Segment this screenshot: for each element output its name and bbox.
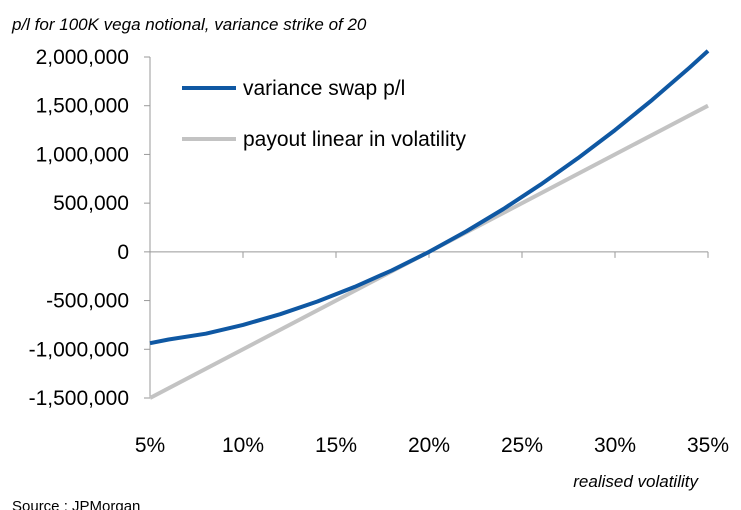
x-tick-label: 15% — [315, 434, 357, 457]
series-lines — [149, 49, 710, 400]
x-axis-label: realised volatility — [573, 472, 699, 491]
x-tick-label: 30% — [594, 434, 636, 457]
legend-label: payout linear in volatility — [243, 128, 466, 151]
x-tick-label: 10% — [222, 434, 264, 457]
y-tick-label: 0 — [117, 241, 129, 264]
x-tick-label: 20% — [408, 434, 450, 457]
x-tick-label: 5% — [135, 434, 165, 457]
y-tick-label: -500,000 — [46, 290, 129, 313]
legend: variance swap p/l payout linear in volati… — [182, 77, 466, 151]
y-axis: 2,000,000 1,500,000 1,000,000 500,000 0 -500,… — [29, 46, 151, 410]
source-note: Source : JPMorgan — [12, 498, 140, 510]
y-tick-label: -1,000,000 — [29, 338, 129, 361]
x-axis: 5% 10% 15% 20% 25% 30% 35% — [135, 251, 729, 457]
y-tick-label: 2,000,000 — [36, 46, 129, 69]
y-tick-label: 1,500,000 — [36, 95, 129, 118]
legend-label: variance swap p/l — [243, 77, 405, 100]
x-tick-label: 35% — [687, 434, 729, 457]
y-tick-label: -1,500,000 — [29, 387, 129, 410]
chart-title: p/l for 100K vega notional, variance str… — [11, 15, 367, 34]
series-line-variance-swap — [149, 49, 710, 346]
y-tick-label: 1,000,000 — [36, 143, 129, 166]
x-tick-label: 25% — [501, 434, 543, 457]
y-tick-label: 500,000 — [53, 192, 129, 215]
